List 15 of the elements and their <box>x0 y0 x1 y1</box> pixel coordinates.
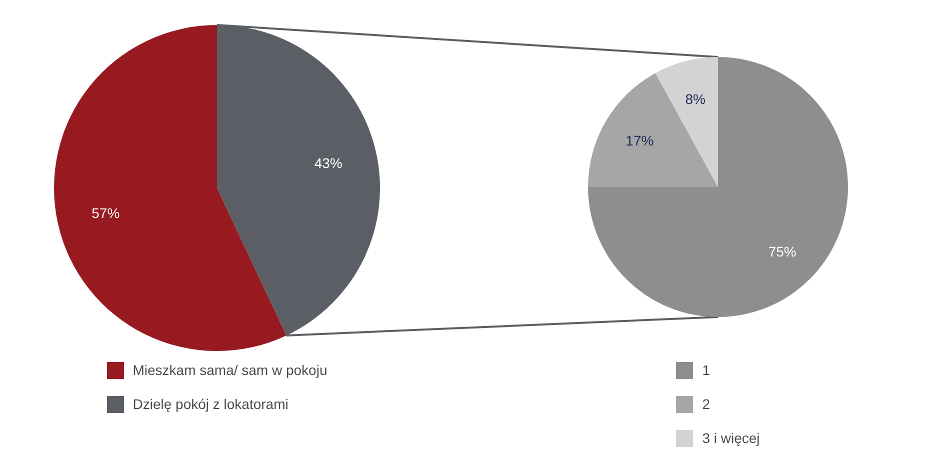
pie-slice <box>54 25 286 351</box>
pie-slice <box>588 73 718 187</box>
data-label: 57% <box>92 204 120 221</box>
pie-slice <box>217 25 380 336</box>
data-label: 8% <box>685 90 706 107</box>
data-label: 43% <box>314 155 342 172</box>
data-label: 75% <box>768 243 796 260</box>
data-label: 17% <box>626 132 654 149</box>
legend-label: 1 <box>702 362 710 378</box>
pie-slice <box>655 57 718 187</box>
pie-slice <box>588 57 848 317</box>
legend-label: Mieszkam sama/ sam w pokoju <box>132 362 328 378</box>
legend-label: Dzielę pokój z lokatorami <box>132 396 288 412</box>
legend-label: 3 i więcej <box>702 430 760 446</box>
legend-label: 2 <box>702 396 710 412</box>
